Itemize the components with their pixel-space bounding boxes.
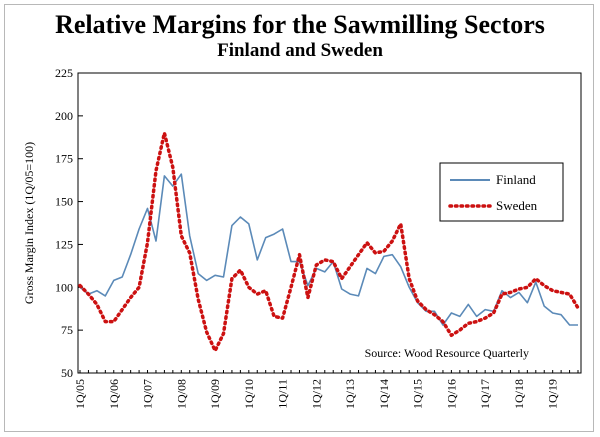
x-tick-label: 1Q/16 [444,379,458,409]
x-tick-label: 1Q/05 [73,379,87,409]
legend: Finland Sweden [439,162,564,222]
x-tick-label: 1Q/10 [242,379,256,409]
chart-title: Relative Margins for the Sawmilling Sect… [55,10,545,39]
legend-sweden-label: Sweden [496,198,538,213]
x-tick-label: 1Q/17 [478,379,492,409]
x-tick-label: 1Q/18 [512,379,526,409]
x-axis: 1Q/05 1Q/06 1Q/07 1Q/08 1Q/09 1Q/10 1Q/11 1Q/12… [73,370,579,409]
y-tick-label: 150 [55,195,73,209]
y-tick-label: 75 [61,323,73,337]
y-tick-label: 50 [61,366,73,380]
x-tick-label: 1Q/12 [309,379,323,409]
y-axis: 50 75 100 125 150 175 200 225 [55,66,83,380]
y-tick-label: 225 [55,66,73,80]
x-tick-label: 1Q/19 [546,379,560,409]
x-tick-label: 1Q/06 [107,379,121,409]
x-tick-label: 1Q/09 [208,379,222,409]
x-tick-label: 1Q/13 [343,379,357,409]
y-tick-label: 175 [55,152,73,166]
plot-area [77,72,582,374]
legend-box [439,162,564,222]
y-tick-label: 125 [55,237,73,251]
y-tick-label: 100 [55,280,73,294]
x-tick-label: 1Q/07 [141,379,155,409]
series-line-sweden [78,131,580,353]
source-note: Source: Wood Resource Quarterly [365,346,529,360]
x-tick-label: 1Q/15 [411,379,425,409]
y-axis-label: Gross Margin Index (1Q/05=100) [22,142,36,304]
x-tick-label: 1Q/11 [276,379,290,409]
y-tick-label: 200 [55,109,73,123]
legend-finland-label: Finland [496,172,536,187]
x-tick-label: 1Q/14 [377,379,391,409]
x-tick-label: 1Q/08 [174,379,188,409]
chart-subtitle: Finland and Sweden [217,40,383,61]
series-group [78,131,580,353]
